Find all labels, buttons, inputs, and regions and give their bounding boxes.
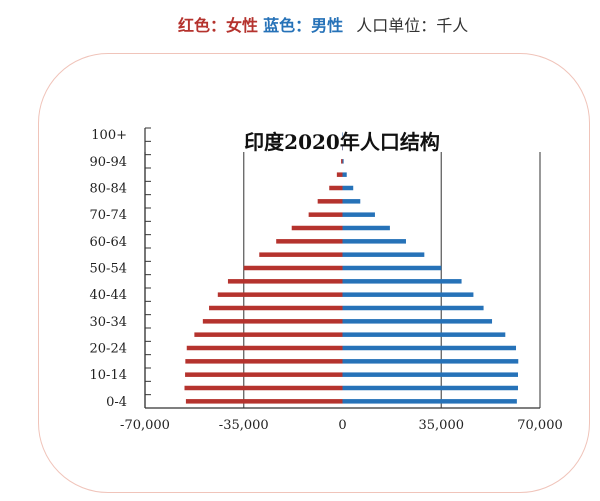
male-bar-20-24: [342, 345, 517, 351]
male-bar-60-64: [342, 239, 406, 244]
male-bar-100+: [342, 132, 343, 137]
y-tick-label: 40-44: [90, 288, 127, 303]
male-bar-70-74: [342, 212, 375, 217]
y-tick-label: 20-24: [90, 342, 127, 357]
y-tick-label: 90-94: [90, 155, 127, 170]
female-bar-65-69: [291, 225, 343, 231]
female-bar-5-9: [184, 385, 343, 391]
female-bar-10-14: [185, 372, 343, 377]
male-bar-35-39: [342, 305, 484, 311]
y-tick-label: 0-4: [106, 395, 127, 410]
y-tick-label: 10-14: [90, 368, 127, 383]
male-bar-55-59: [342, 252, 425, 257]
male-bar-50-54: [342, 265, 442, 271]
legend-male: 蓝色：男性: [263, 16, 344, 35]
male-bar-45-49: [342, 279, 462, 284]
color-legend: 红色：女性 蓝色：男性 人口单位：千人: [178, 12, 468, 36]
male-bar-85-89: [342, 172, 347, 177]
female-bar-60-64: [276, 239, 343, 244]
female-bar-35-39: [209, 305, 343, 311]
chart-title: 印度2020年人口结构: [244, 130, 440, 154]
female-bar-90-94: [341, 159, 343, 164]
female-bar-40-44: [217, 292, 343, 297]
female-bar-30-34: [202, 319, 343, 324]
bars: [184, 132, 519, 404]
male-bar-95-99: [342, 145, 343, 151]
y-tick-label: 30-34: [90, 315, 127, 330]
y-tick-label: 100+: [91, 128, 127, 143]
male-bar-10-14: [342, 372, 518, 377]
female-bar-55-59: [259, 252, 343, 257]
y-tick-label: 70-74: [90, 208, 127, 223]
female-bar-20-24: [186, 345, 343, 351]
x-tick-label: -35,000: [219, 418, 269, 433]
x-tick-label: 35,000: [419, 418, 465, 433]
x-tick-label: 70,000: [517, 418, 563, 433]
male-bar-75-79: [342, 199, 361, 204]
y-tick-label: 60-64: [90, 235, 127, 250]
axes: 0-4 10-14 20-24 30-34 40-44 50-54 60-64 70-74 80…: [90, 127, 563, 433]
female-bar-85-89: [336, 172, 343, 177]
female-bar-50-54: [243, 265, 343, 271]
male-bar-0-4: [342, 399, 517, 404]
male-bar-90-94: [342, 159, 344, 164]
female-bar-25-29: [194, 332, 343, 337]
y-tick-label: 80-84: [90, 182, 127, 197]
male-bar-5-9: [342, 385, 518, 391]
female-bar-45-49: [227, 279, 343, 284]
female-bar-75-79: [317, 199, 343, 204]
male-bar-65-69: [342, 225, 390, 231]
female-bar-95-99: [342, 145, 343, 151]
x-tick-label: 0: [338, 418, 346, 433]
male-bar-40-44: [342, 292, 474, 297]
x-tick-label: -70,000: [120, 418, 170, 433]
male-bar-15-19: [342, 359, 519, 364]
female-bar-80-84: [329, 185, 343, 191]
female-bar-15-19: [185, 359, 343, 364]
chart-frame: [38, 53, 590, 493]
female-bar-70-74: [308, 212, 343, 217]
legend-unit: 人口单位：千人: [356, 16, 469, 35]
y-tick-label: 50-54: [90, 262, 127, 277]
male-bar-25-29: [342, 332, 506, 337]
male-bar-30-34: [342, 319, 493, 324]
male-bar-80-84: [342, 185, 354, 191]
legend-female: 红色：女性: [178, 16, 259, 35]
female-bar-0-4: [185, 399, 343, 404]
